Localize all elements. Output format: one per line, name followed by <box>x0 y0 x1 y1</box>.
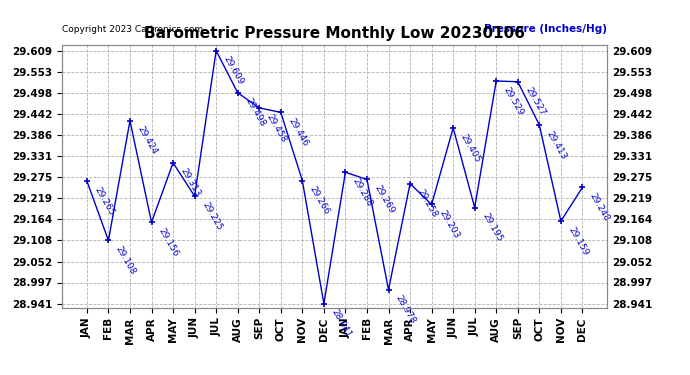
Text: 28.941: 28.941 <box>329 308 353 339</box>
Text: 29.424: 29.424 <box>135 125 159 156</box>
Title: Barometric Pressure Monthly Low 20230106: Barometric Pressure Monthly Low 20230106 <box>144 26 525 41</box>
Text: 29.446: 29.446 <box>286 117 310 148</box>
Text: 29.288: 29.288 <box>351 177 375 208</box>
Text: 29.195: 29.195 <box>480 211 504 243</box>
Text: 29.225: 29.225 <box>200 200 224 232</box>
Text: 29.108: 29.108 <box>114 244 137 276</box>
Text: Copyright 2023 Cartronics.com: Copyright 2023 Cartronics.com <box>62 26 204 34</box>
Text: 29.266: 29.266 <box>308 185 331 216</box>
Text: 29.159: 29.159 <box>566 225 590 257</box>
Text: 29.529: 29.529 <box>502 85 525 117</box>
Text: 29.156: 29.156 <box>157 226 181 258</box>
Text: 29.527: 29.527 <box>523 86 546 118</box>
Text: 29.269: 29.269 <box>373 184 396 215</box>
Text: 29.258: 29.258 <box>415 188 439 219</box>
Text: Pressure (Inches/Hg): Pressure (Inches/Hg) <box>484 24 607 34</box>
Text: 29.405: 29.405 <box>459 132 482 164</box>
Text: 29.413: 29.413 <box>545 129 569 161</box>
Text: 29.248: 29.248 <box>588 192 611 223</box>
Text: 29.265: 29.265 <box>92 185 116 217</box>
Text: 29.203: 29.203 <box>437 209 461 240</box>
Text: 29.609: 29.609 <box>221 55 245 87</box>
Text: 29.498: 29.498 <box>244 97 267 129</box>
Text: 28.978: 28.978 <box>394 294 417 326</box>
Text: 29.313: 29.313 <box>179 167 202 199</box>
Text: 29.458: 29.458 <box>265 112 288 144</box>
